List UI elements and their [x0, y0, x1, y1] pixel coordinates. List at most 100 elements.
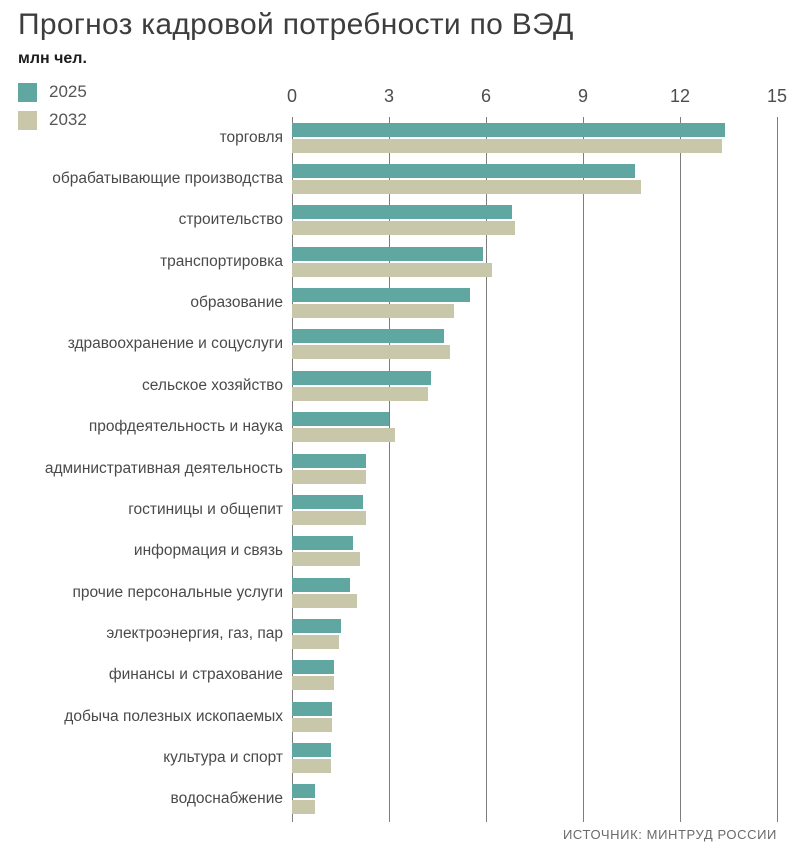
chart-row: финансы и страхование — [0, 655, 777, 696]
chart-row: сельское хозяйство — [0, 365, 777, 406]
bar-2025 — [292, 122, 726, 137]
category-label: торговля — [219, 128, 283, 146]
chart-row: здравоохранение и соцуслуги — [0, 324, 777, 365]
category-label: прочие персональные услуги — [72, 583, 284, 601]
bar-2032 — [292, 262, 493, 277]
units-label: млн чел. — [18, 50, 87, 67]
category-label: профдеятельность и наука — [88, 418, 283, 436]
bars-group — [292, 737, 777, 778]
bars-group — [292, 324, 777, 365]
gridline — [292, 117, 293, 822]
bar-2032 — [292, 345, 451, 360]
page-title: Прогноз кадровой потребности по ВЭД — [18, 8, 574, 41]
axis-tick-label: 9 — [577, 86, 588, 106]
chart-row: культура и спорт — [0, 737, 777, 778]
axis-tick-label: 6 — [480, 86, 491, 106]
bars-group — [292, 531, 777, 572]
category-label: культура и спорт — [163, 749, 283, 767]
bar-2032 — [292, 510, 367, 525]
category-label: административная деятельность — [44, 459, 283, 477]
bars-group — [292, 696, 777, 737]
bars-group — [292, 448, 777, 489]
legend-label-2025: 2025 — [49, 82, 87, 101]
bar-2025 — [292, 784, 315, 799]
axis-tick-label: 3 — [383, 86, 394, 106]
bars-group — [292, 158, 777, 199]
bar-2025 — [292, 618, 341, 633]
bar-2032 — [292, 717, 333, 732]
bar-2032 — [292, 180, 642, 195]
bar-2025 — [292, 246, 483, 261]
bar-2032 — [292, 800, 315, 815]
chart-rows: торговля обрабатывающие производства строи… — [0, 117, 777, 820]
bar-2025 — [292, 494, 364, 509]
legend-swatch-2025 — [18, 82, 37, 102]
category-label: электроэнергия, газ, пар — [106, 624, 283, 642]
bar-2032 — [292, 221, 516, 236]
bars-group — [292, 613, 777, 654]
bars-group — [292, 200, 777, 241]
bars-group — [292, 282, 777, 323]
gridline — [486, 117, 487, 822]
category-label: водоснабжение — [170, 790, 283, 808]
legend: 2025 2032 — [18, 78, 87, 134]
bar-2025 — [292, 329, 444, 344]
category-label: образование — [190, 294, 283, 312]
bars-group — [292, 241, 777, 282]
chart-row: информация и связь — [0, 531, 777, 572]
chart-row: строительство — [0, 200, 777, 241]
chart-row: транспортировка — [0, 241, 777, 282]
gridlines — [292, 117, 778, 822]
bars-group — [292, 117, 777, 158]
bar-2025 — [292, 164, 635, 179]
category-label: финансы и страхование — [108, 666, 283, 684]
legend-item-2032: 2032 — [18, 106, 87, 134]
bars-group — [292, 489, 777, 530]
x-axis-tick-labels: 0 3 6 9 12 15 — [0, 86, 792, 108]
category-label: здравоохранение и соцуслуги — [67, 335, 283, 353]
bars-group — [292, 779, 777, 820]
category-label: добыча полезных ископаемых — [64, 707, 283, 725]
bar-2025 — [292, 288, 470, 303]
bars-group — [292, 572, 777, 613]
bars-group — [292, 407, 777, 448]
chart-row: электроэнергия, газ, пар — [0, 613, 777, 654]
source-caption: ИСТОЧНИК: МИНТРУД РОССИИ — [562, 827, 777, 842]
chart-row: торговля — [0, 117, 777, 158]
legend-item-2025: 2025 — [18, 78, 87, 106]
bar-2025 — [292, 453, 367, 468]
category-label: сельское хозяйство — [142, 376, 283, 394]
category-label: гостиницы и общепит — [128, 500, 283, 518]
bars-group — [292, 655, 777, 696]
gridline — [389, 117, 390, 822]
bar-2025 — [292, 205, 512, 220]
legend-swatch-2032 — [18, 110, 37, 130]
gridline — [777, 117, 778, 822]
chart-row: профдеятельность и наука — [0, 407, 777, 448]
bar-2025 — [292, 743, 331, 758]
chart-row: добыча полезных ископаемых — [0, 696, 777, 737]
category-label: транспортировка — [160, 252, 283, 270]
axis-tick-label: 15 — [766, 86, 788, 106]
chart-row: гостиницы и общепит — [0, 489, 777, 530]
gridline — [583, 117, 584, 822]
bar-2025 — [292, 660, 335, 675]
chart-row: административная деятельность — [0, 448, 777, 489]
bar-2032 — [292, 552, 360, 567]
bar-2025 — [292, 577, 351, 592]
bars-group — [292, 365, 777, 406]
bar-2032 — [292, 634, 339, 649]
axis-tick-label: 0 — [286, 86, 297, 106]
category-label: обрабатывающие производства — [52, 170, 283, 188]
category-label: строительство — [178, 211, 283, 229]
bar-2032 — [292, 386, 428, 401]
bar-2032 — [292, 138, 723, 153]
chart-row: обрабатывающие производства — [0, 158, 777, 199]
bar-2025 — [292, 370, 432, 385]
bar-2032 — [292, 676, 335, 691]
chart-row: образование — [0, 282, 777, 323]
category-label: информация и связь — [133, 542, 283, 560]
bar-2025 — [292, 536, 354, 551]
bar-2032 — [292, 428, 396, 443]
bar-2032 — [292, 469, 367, 484]
